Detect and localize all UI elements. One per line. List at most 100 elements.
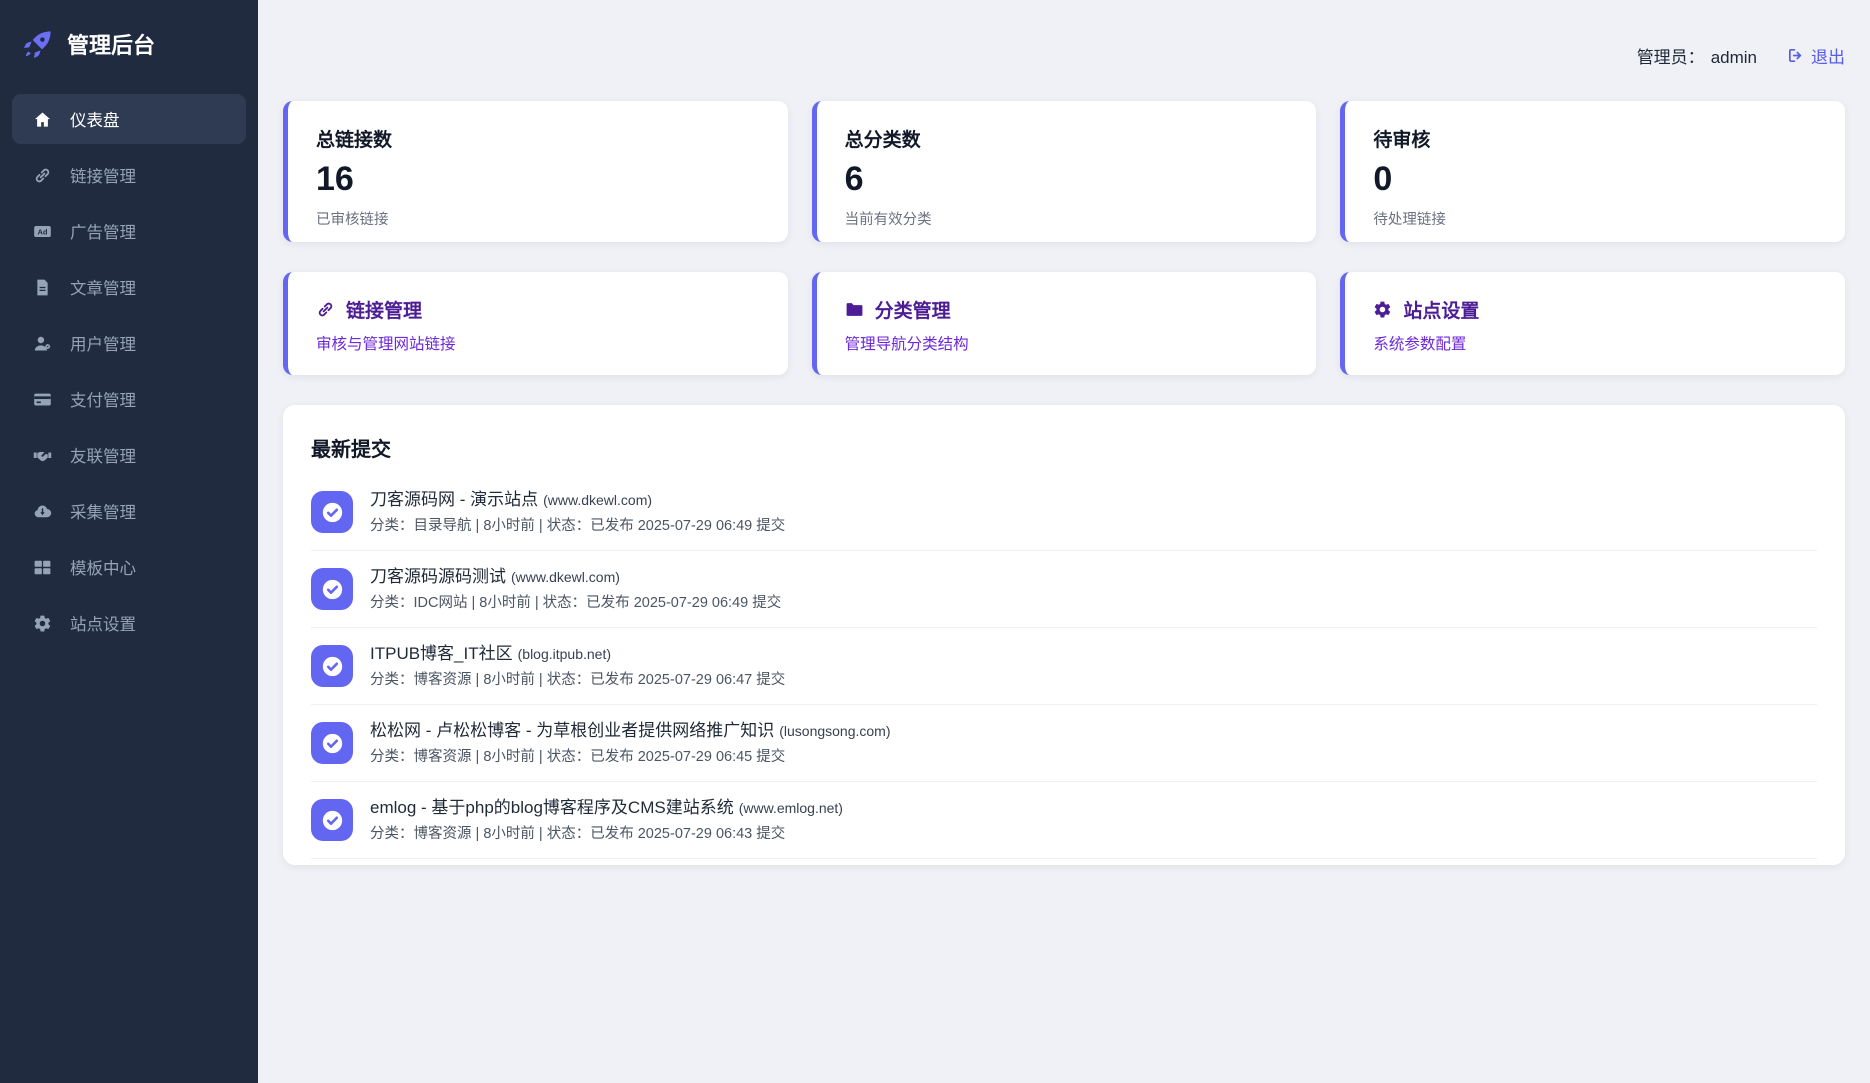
main-content: 管理员： admin 退出 总链接数 16 已审核链接 总分类数 6 当前有效分类 待审核 0 待… xyxy=(258,0,1870,1083)
sidebar-item-label: 模板中心 xyxy=(70,560,136,578)
list-item-title: ITPUB博客_IT社区 (blog.itpub.net) xyxy=(370,644,612,663)
handshake-icon xyxy=(31,446,53,465)
list-item-domain: (lusongsong.com) xyxy=(779,723,891,739)
action-card-site-settings[interactable]: 站点设置系统参数配置 xyxy=(1340,272,1845,375)
sidebar-item-label: 广告管理 xyxy=(70,224,136,242)
recent-list: 刀客源码网 - 演示站点 (www.dkewl.com) 分类：目录导航 | 8小时… xyxy=(311,474,1817,859)
sidebar: 管理后台 仪表盘链接管理 Ad 广告管理文章管理用户管理支付管理友联管理采集管理模板… xyxy=(0,0,258,1083)
stat-title: 总链接数 xyxy=(316,130,393,151)
list-item-title: emlog - 基于php的blog博客程序及CMS建站系统 (www.emlog… xyxy=(370,798,843,817)
sidebar-item-label: 用户管理 xyxy=(70,336,136,354)
list-item-body: 刀客源码源码测试 (www.dkewl.com) 分类：IDC网站 | 8小时前 |… xyxy=(370,566,781,612)
svg-text:Ad: Ad xyxy=(37,227,47,236)
status-badge xyxy=(311,722,353,764)
stat-title: 待审核 xyxy=(1373,130,1431,151)
action-subtitle: 审核与管理网站链接 xyxy=(316,336,456,353)
check-circle-icon xyxy=(319,807,346,834)
stat-value: 0 xyxy=(1373,160,1393,198)
recent-title: 最新提交 xyxy=(311,439,391,461)
user-gear-icon xyxy=(31,334,53,353)
list-item-domain: (blog.itpub.net) xyxy=(517,646,612,662)
home-icon xyxy=(31,110,53,129)
ad-icon: Ad xyxy=(31,222,53,241)
action-title-label: 分类管理 xyxy=(874,301,951,322)
list-item-meta: 分类：博客资源 | 8小时前 | 状态：已发布 2025-07-29 06:47… xyxy=(370,672,786,688)
stat-subtitle: 已审核链接 xyxy=(316,212,389,229)
action-title: 分类管理 xyxy=(845,296,1289,323)
gear-icon xyxy=(31,614,53,633)
sidebar-item-users[interactable]: 用户管理 xyxy=(12,318,246,368)
sidebar-item-links[interactable]: 链接管理 xyxy=(12,150,246,200)
rocket-icon xyxy=(22,28,54,60)
sidebar-item-label: 仪表盘 xyxy=(70,112,120,130)
stat-card-pending-review: 待审核 0 待处理链接 xyxy=(1340,101,1845,242)
action-title: 站点设置 xyxy=(1373,296,1817,323)
sidebar-item-ads[interactable]: Ad 广告管理 xyxy=(12,206,246,256)
check-circle-icon xyxy=(319,499,346,526)
admin-label: 管理员： xyxy=(1636,48,1705,67)
stats-row: 总链接数 16 已审核链接 总分类数 6 当前有效分类 待审核 0 待处理链接 xyxy=(283,101,1845,242)
action-title-label: 链接管理 xyxy=(346,301,423,322)
list-item-title: 松松网 - 卢松松博客 - 为草根创业者提供网络推广知识 (lusongsong.… xyxy=(370,721,891,740)
gear-icon xyxy=(1373,300,1392,319)
list-item[interactable]: ITPUB博客_IT社区 (blog.itpub.net) 分类：博客资源 | 8小… xyxy=(311,628,1817,705)
action-subtitle: 管理导航分类结构 xyxy=(844,336,969,353)
list-item-domain: (www.dkewl.com) xyxy=(511,569,620,585)
stat-subtitle: 待处理链接 xyxy=(1373,212,1446,229)
check-circle-icon xyxy=(319,730,346,757)
list-item-meta: 分类：博客资源 | 8小时前 | 状态：已发布 2025-07-29 06:45… xyxy=(370,749,786,765)
sidebar-item-label: 友联管理 xyxy=(70,448,136,466)
list-item-body: 松松网 - 卢松松博客 - 为草根创业者提供网络推广知识 (lusongsong.… xyxy=(370,720,891,766)
logout-icon xyxy=(1787,47,1804,64)
check-circle-icon xyxy=(319,576,346,603)
sidebar-item-label: 链接管理 xyxy=(70,168,136,186)
sidebar-item-articles[interactable]: 文章管理 xyxy=(12,262,246,312)
link-icon xyxy=(31,166,53,185)
app-title: 管理后台 xyxy=(67,33,156,58)
cloud-download-icon xyxy=(31,502,53,521)
link-icon xyxy=(316,300,335,319)
sidebar-item-site-settings[interactable]: 站点设置 xyxy=(12,598,246,648)
credit-card-icon xyxy=(31,390,53,409)
logout-label: 退出 xyxy=(1811,48,1845,67)
stat-title: 总分类数 xyxy=(844,130,921,151)
list-item-body: 刀客源码网 - 演示站点 (www.dkewl.com) 分类：目录导航 | 8小时… xyxy=(370,489,785,535)
recent-submissions-card: 最新提交 刀客源码网 - 演示站点 (www.dkewl.com) 分类：目录导航 … xyxy=(283,405,1845,865)
stat-value: 6 xyxy=(844,160,864,198)
action-subtitle: 系统参数配置 xyxy=(1373,336,1467,353)
list-item-meta: 分类：目录导航 | 8小时前 | 状态：已发布 2025-07-29 06:49… xyxy=(370,518,786,534)
sidebar-item-dashboard[interactable]: 仪表盘 xyxy=(12,94,246,144)
topbar: 管理员： admin 退出 xyxy=(283,0,1845,101)
file-icon xyxy=(31,278,53,297)
list-item-title: 刀客源码源码测试 (www.dkewl.com) xyxy=(370,567,620,586)
action-title: 链接管理 xyxy=(316,296,760,323)
list-item[interactable]: 松松网 - 卢松松博客 - 为草根创业者提供网络推广知识 (lusongsong.… xyxy=(311,705,1817,782)
sidebar-item-payments[interactable]: 支付管理 xyxy=(12,374,246,424)
stat-card-total-categories: 总分类数 6 当前有效分类 xyxy=(811,101,1317,242)
list-item[interactable]: emlog - 基于php的blog博客程序及CMS建站系统 (www.emlog… xyxy=(311,782,1817,859)
list-item-title: 刀客源码网 - 演示站点 (www.dkewl.com) xyxy=(370,490,653,509)
sidebar-item-label: 采集管理 xyxy=(70,504,136,522)
stat-subtitle: 当前有效分类 xyxy=(844,212,932,229)
action-card-category-management[interactable]: 分类管理管理导航分类结构 xyxy=(811,272,1317,375)
sidebar-item-friend-links[interactable]: 友联管理 xyxy=(12,430,246,480)
actions-row: 链接管理 审核与管理网站链接 分类管理 管理导航分类结构 站点设置 系统参数配置 xyxy=(283,272,1845,375)
action-title-label: 站点设置 xyxy=(1403,301,1480,322)
sidebar-item-templates[interactable]: 模板中心 xyxy=(12,542,246,592)
list-item-body: ITPUB博客_IT社区 (blog.itpub.net) 分类：博客资源 | 8小… xyxy=(370,643,785,689)
list-item[interactable]: 刀客源码源码测试 (www.dkewl.com) 分类：IDC网站 | 8小时前 |… xyxy=(311,551,1817,628)
list-item-domain: (www.emlog.net) xyxy=(738,800,843,816)
list-item-body: emlog - 基于php的blog博客程序及CMS建站系统 (www.emlog… xyxy=(370,797,843,843)
action-card-link-management[interactable]: 链接管理审核与管理网站链接 xyxy=(283,272,788,375)
check-circle-icon xyxy=(319,653,346,680)
admin-name: admin xyxy=(1710,48,1757,67)
status-badge xyxy=(311,568,353,610)
logout-button[interactable]: 退出 xyxy=(1787,43,1845,68)
grid-icon xyxy=(31,558,53,577)
sidebar-item-collection[interactable]: 采集管理 xyxy=(12,486,246,536)
sidebar-nav: 仪表盘链接管理 Ad 广告管理文章管理用户管理支付管理友联管理采集管理模板中心站点设… xyxy=(12,94,246,648)
list-item[interactable]: 刀客源码网 - 演示站点 (www.dkewl.com) 分类：目录导航 | 8小时… xyxy=(311,474,1817,551)
folder-icon xyxy=(845,300,864,319)
logo: 管理后台 xyxy=(12,26,246,94)
